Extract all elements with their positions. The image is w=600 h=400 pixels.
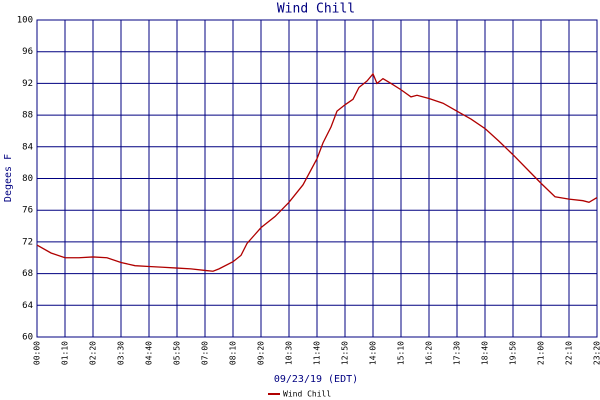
y-tick-label: 100 bbox=[17, 16, 33, 26]
y-tick-label: 64 bbox=[22, 301, 33, 311]
y-tick-label: 72 bbox=[22, 237, 33, 247]
x-tick-label: 04:40 bbox=[145, 341, 154, 365]
y-tick-label: 80 bbox=[22, 174, 33, 184]
x-tick-label: 18:40 bbox=[481, 341, 490, 365]
y-tick-label: 68 bbox=[22, 269, 33, 279]
x-tick-label: 16:20 bbox=[425, 341, 434, 365]
x-tick-label: 00:00 bbox=[33, 341, 42, 365]
x-tick-label: 22:10 bbox=[565, 341, 574, 365]
x-tick-label: 14:00 bbox=[369, 341, 378, 365]
y-tick-label: 96 bbox=[22, 47, 33, 57]
x-tick-label: 11:40 bbox=[313, 341, 322, 365]
x-tick-label: 02:20 bbox=[89, 341, 98, 365]
x-tick-label: 19:50 bbox=[509, 341, 518, 365]
x-tick-label: 12:50 bbox=[341, 341, 350, 365]
x-tick-label: 23:20 bbox=[593, 341, 600, 365]
y-tick-label: 60 bbox=[22, 333, 33, 343]
x-tick-label: 03:30 bbox=[117, 341, 126, 365]
y-tick-label: 92 bbox=[22, 79, 33, 89]
x-tick-label: 01:10 bbox=[61, 341, 70, 365]
x-tick-label: 09:20 bbox=[257, 341, 266, 365]
data-line bbox=[36, 72, 598, 272]
y-tick-label: 76 bbox=[22, 206, 33, 216]
y-tick-label: 88 bbox=[22, 111, 33, 121]
legend-label: Wind Chill bbox=[283, 390, 331, 399]
x-tick-label: 05:50 bbox=[173, 341, 182, 365]
y-axis-title: Degees F bbox=[3, 154, 14, 202]
x-tick-label: 21:00 bbox=[537, 341, 546, 365]
x-tick-label: 08:10 bbox=[229, 341, 238, 365]
chart-title: Wind Chill bbox=[277, 2, 355, 17]
x-tick-label: 17:30 bbox=[453, 341, 462, 365]
x-tick-label: 15:10 bbox=[397, 341, 406, 365]
x-tick-label: 10:30 bbox=[285, 341, 294, 365]
y-tick-label: 84 bbox=[22, 142, 33, 152]
x-tick-label: 07:00 bbox=[201, 341, 210, 365]
x-axis-title: 09/23/19 (EDT) bbox=[274, 374, 358, 385]
